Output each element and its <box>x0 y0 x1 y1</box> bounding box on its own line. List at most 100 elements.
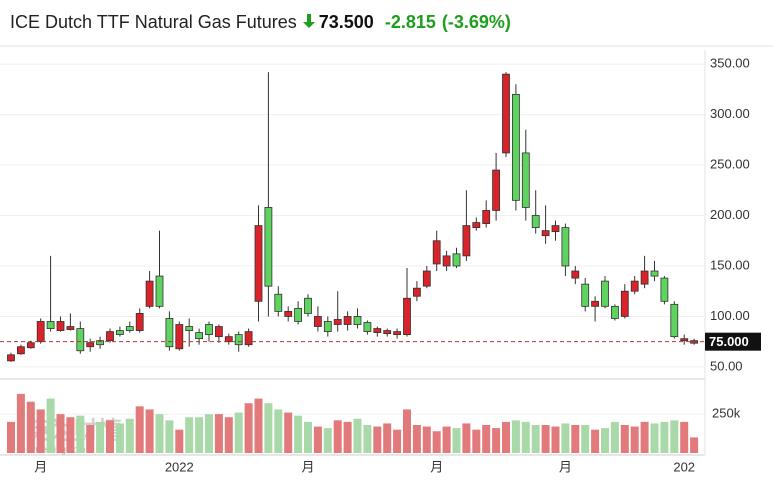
candle-body <box>7 354 15 362</box>
x-tick-label: 2022 <box>165 459 194 474</box>
volume-bar <box>234 412 243 453</box>
y-tick-label: 100.00 <box>710 308 750 323</box>
candle-body <box>145 280 154 307</box>
candle-body <box>343 316 352 325</box>
candle-body <box>482 210 491 224</box>
volume-bar <box>224 417 233 453</box>
y-tick-label: 250.00 <box>710 156 750 171</box>
change-pct: (-3.69%) <box>441 12 511 32</box>
volume-bar <box>482 425 491 453</box>
volume-bar <box>551 426 560 453</box>
candle-body <box>650 270 659 277</box>
candle-body <box>294 307 303 322</box>
x-tick-label: 月 <box>430 459 443 474</box>
candle-body <box>313 316 322 327</box>
candle-body <box>581 283 590 307</box>
price-badge-label: 75.000 <box>709 334 749 349</box>
volume-bar <box>264 403 273 453</box>
y-tick-label: 150.00 <box>710 257 750 272</box>
volume-bar <box>363 425 372 453</box>
volume-bar <box>214 414 223 453</box>
volume-bar <box>244 403 253 453</box>
volume-bar <box>333 420 342 453</box>
volume-bar <box>561 423 570 453</box>
volume-bar <box>492 428 501 453</box>
candle-body <box>76 328 85 352</box>
volume-bar <box>620 425 629 453</box>
volume-bar <box>135 406 144 453</box>
volume-bar <box>353 418 362 453</box>
candle-body <box>16 346 25 355</box>
candle-body <box>512 93 520 201</box>
volume-bar <box>96 421 105 453</box>
candle-body <box>155 275 164 307</box>
candle-body <box>304 297 312 314</box>
y-tick-label: 300.00 <box>710 106 750 121</box>
candle-body <box>353 316 362 325</box>
volume-bar <box>541 425 550 453</box>
candle-body <box>551 225 560 233</box>
candle-body <box>412 287 421 297</box>
candle-body <box>432 240 441 265</box>
candle-body <box>571 270 580 279</box>
volume-bar <box>442 426 451 453</box>
candle-body <box>66 326 75 330</box>
volume-bar <box>502 421 510 453</box>
volume-bar <box>46 398 55 453</box>
candle-body <box>96 340 104 346</box>
candle-body <box>274 293 283 312</box>
volume-bar <box>106 420 114 453</box>
volume-bar <box>323 428 332 453</box>
volume-bar <box>511 420 520 453</box>
volume-bar <box>254 398 263 453</box>
candle-body <box>472 222 481 229</box>
candle-body <box>611 305 619 319</box>
volume-bar <box>66 417 75 453</box>
candle-body <box>452 253 461 267</box>
y-tick-label: 50.00 <box>710 358 743 373</box>
candle-body <box>442 255 451 267</box>
candle-body <box>284 310 293 317</box>
y-tick-label: 350.00 <box>710 56 750 71</box>
volume-bar <box>630 426 639 453</box>
candle-body <box>660 277 669 302</box>
volume-bar <box>432 431 441 453</box>
candle-body <box>56 321 65 331</box>
candle-body <box>601 280 609 307</box>
volume-bar <box>373 426 382 453</box>
volume-bar <box>76 415 85 453</box>
volume-bar <box>690 437 699 453</box>
volume-bar <box>274 409 283 453</box>
candle-body <box>521 152 530 208</box>
candle-body <box>205 324 213 336</box>
volume-bar <box>591 429 600 453</box>
candle-body <box>561 227 570 267</box>
volume-bar <box>531 425 540 453</box>
down-arrow <box>302 14 315 28</box>
candle-body <box>620 290 629 317</box>
candle-body <box>462 225 471 257</box>
volume-bar <box>145 409 154 453</box>
volume-bar <box>284 412 293 453</box>
candle-body <box>541 230 550 237</box>
volume-bar <box>115 423 124 453</box>
candle-body <box>363 322 372 332</box>
volume-bar <box>610 421 619 453</box>
volume-tick-label: 250k <box>712 406 741 421</box>
price-badge <box>705 332 761 351</box>
volume-bar <box>640 421 649 453</box>
volume-bar <box>343 421 352 453</box>
candle-body <box>323 321 332 332</box>
volume-bar <box>294 415 303 453</box>
volume-bar <box>581 425 590 453</box>
candle-body <box>591 300 599 307</box>
volume-bar <box>195 417 204 453</box>
volume-bar <box>205 414 213 453</box>
candle-body <box>403 297 411 336</box>
candle-body <box>244 331 253 346</box>
volume-bar <box>680 421 689 453</box>
volume-bar <box>155 414 164 453</box>
candle-body <box>422 270 431 287</box>
header: ICE Dutch TTF Natural Gas Futures 73.500 … <box>10 12 517 33</box>
